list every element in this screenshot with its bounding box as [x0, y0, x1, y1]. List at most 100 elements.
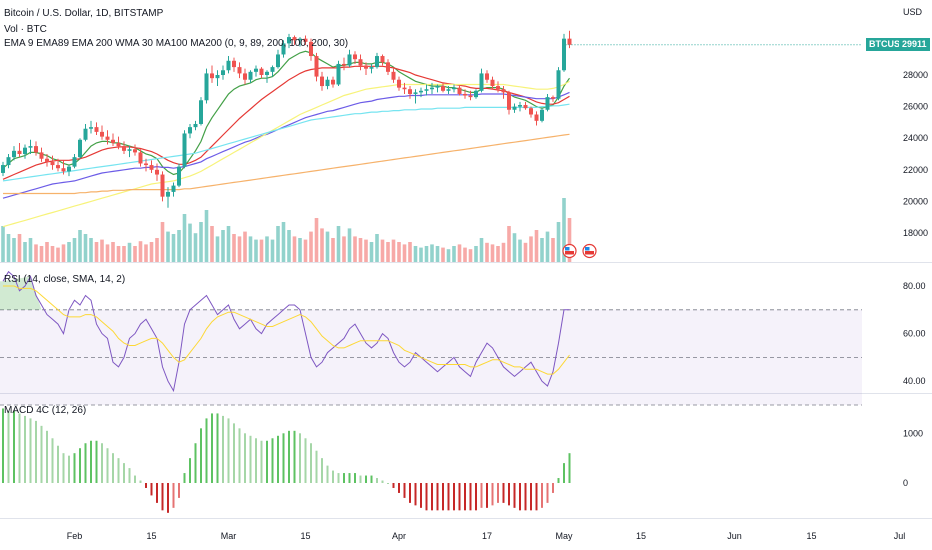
- volume-bar: [446, 249, 451, 262]
- volume-bar: [567, 218, 572, 262]
- candle-body: [347, 54, 352, 66]
- macd-bar: [447, 483, 450, 511]
- candle-body: [551, 97, 555, 99]
- macd-bar: [519, 483, 521, 511]
- candle-body: [463, 93, 467, 96]
- volume-bar: [94, 242, 99, 262]
- macd-panel: [2, 408, 571, 513]
- candle-body: [276, 54, 280, 68]
- rsi-tick-label: 40.00: [903, 376, 926, 386]
- candle-body: [325, 79, 330, 87]
- macd-bar: [524, 483, 527, 511]
- flag-stripe: [565, 251, 574, 255]
- candle-body: [457, 87, 462, 94]
- ma-line-ema89: [2, 91, 570, 199]
- macd-bar: [200, 428, 202, 483]
- macd-bar: [106, 448, 109, 483]
- time-tick-label: 15: [146, 531, 156, 541]
- macd-bar: [343, 473, 345, 483]
- candle-body: [430, 87, 434, 90]
- flag-stripe: [585, 251, 594, 255]
- volume-bar: [556, 222, 561, 262]
- volume-bar: [226, 226, 231, 262]
- macd-bar: [178, 483, 180, 498]
- candle-body: [56, 165, 60, 169]
- candle-body: [556, 70, 561, 99]
- candle-body: [6, 157, 11, 166]
- candle-body: [144, 163, 148, 166]
- candle-body: [122, 146, 126, 151]
- macd-bar: [117, 458, 120, 483]
- candle-body: [138, 152, 143, 164]
- macd-bar: [354, 473, 356, 483]
- candle-body: [309, 41, 313, 57]
- volume-bar: [50, 246, 55, 262]
- macd-bar: [172, 483, 175, 508]
- volume-bar: [485, 242, 489, 262]
- candle-body: [298, 38, 302, 41]
- volume-bar: [243, 231, 247, 262]
- volume-bar: [182, 214, 187, 262]
- ma-line-ma200: [2, 103, 570, 182]
- macd-label: MACD 4C (12, 26): [4, 405, 87, 416]
- volume-bar: [149, 242, 154, 262]
- candle-body: [12, 150, 16, 158]
- candle-body: [413, 92, 418, 94]
- macd-bar: [359, 475, 362, 483]
- macd-bar: [458, 483, 461, 511]
- candle-body: [210, 73, 214, 79]
- volume-bar: [28, 238, 33, 262]
- volume-bar: [342, 236, 346, 262]
- volume-bar: [309, 231, 313, 262]
- candle-body: [45, 158, 49, 162]
- us-flag-icon: [562, 243, 577, 259]
- candle-body: [518, 105, 522, 107]
- rsi-tick-label: 80.00: [903, 281, 926, 291]
- volume-bar: [193, 233, 198, 262]
- time-tick-label: Jun: [727, 531, 742, 541]
- candle-body: [221, 70, 225, 75]
- candle-body: [248, 71, 253, 80]
- macd-tick-label: 1000: [903, 428, 923, 438]
- macd-bar: [535, 483, 538, 511]
- time-tick-label: Mar: [221, 531, 237, 541]
- candle-body: [215, 75, 220, 79]
- volume-bar: [138, 241, 143, 262]
- macd-bar: [376, 478, 378, 483]
- candle-body: [226, 60, 231, 71]
- volume-bar: [254, 239, 258, 262]
- volume-bar: [100, 239, 104, 262]
- price-tick-label: 20000: [903, 196, 928, 206]
- rsi-overbought-fill: [0, 276, 42, 310]
- ma-legend: EMA 9 EMA89 EMA 200 WMA 30 MA100 MA200 (…: [4, 38, 349, 49]
- macd-bar: [139, 480, 142, 483]
- candle-body: [83, 128, 88, 140]
- macd-bar: [29, 418, 32, 483]
- macd-bar: [13, 410, 15, 483]
- macd-bar: [68, 455, 70, 483]
- volume-bar: [6, 234, 11, 262]
- price-tick-label: 28000: [903, 70, 928, 80]
- candle-body: [529, 108, 533, 115]
- macd-bar: [145, 483, 147, 488]
- macd-bar: [288, 430, 290, 483]
- macd-bar: [508, 483, 510, 506]
- volume-bar: [474, 246, 478, 262]
- candle-body: [320, 76, 324, 87]
- macd-bar: [546, 483, 549, 503]
- symbol-tag[interactable]: BTCUSD: [866, 38, 910, 51]
- macd-bar: [189, 458, 191, 483]
- price-tick-label: 22000: [903, 165, 928, 175]
- macd-bar: [271, 438, 274, 483]
- candle-body: [287, 37, 291, 44]
- candle-body: [270, 67, 275, 72]
- macd-bar: [244, 433, 246, 483]
- volume-bar: [452, 246, 456, 262]
- macd-bar: [293, 430, 296, 483]
- volume-bar: [177, 230, 181, 262]
- volume-bar: [292, 236, 297, 262]
- volume-bar: [408, 242, 412, 262]
- currency-label: USD: [903, 7, 923, 17]
